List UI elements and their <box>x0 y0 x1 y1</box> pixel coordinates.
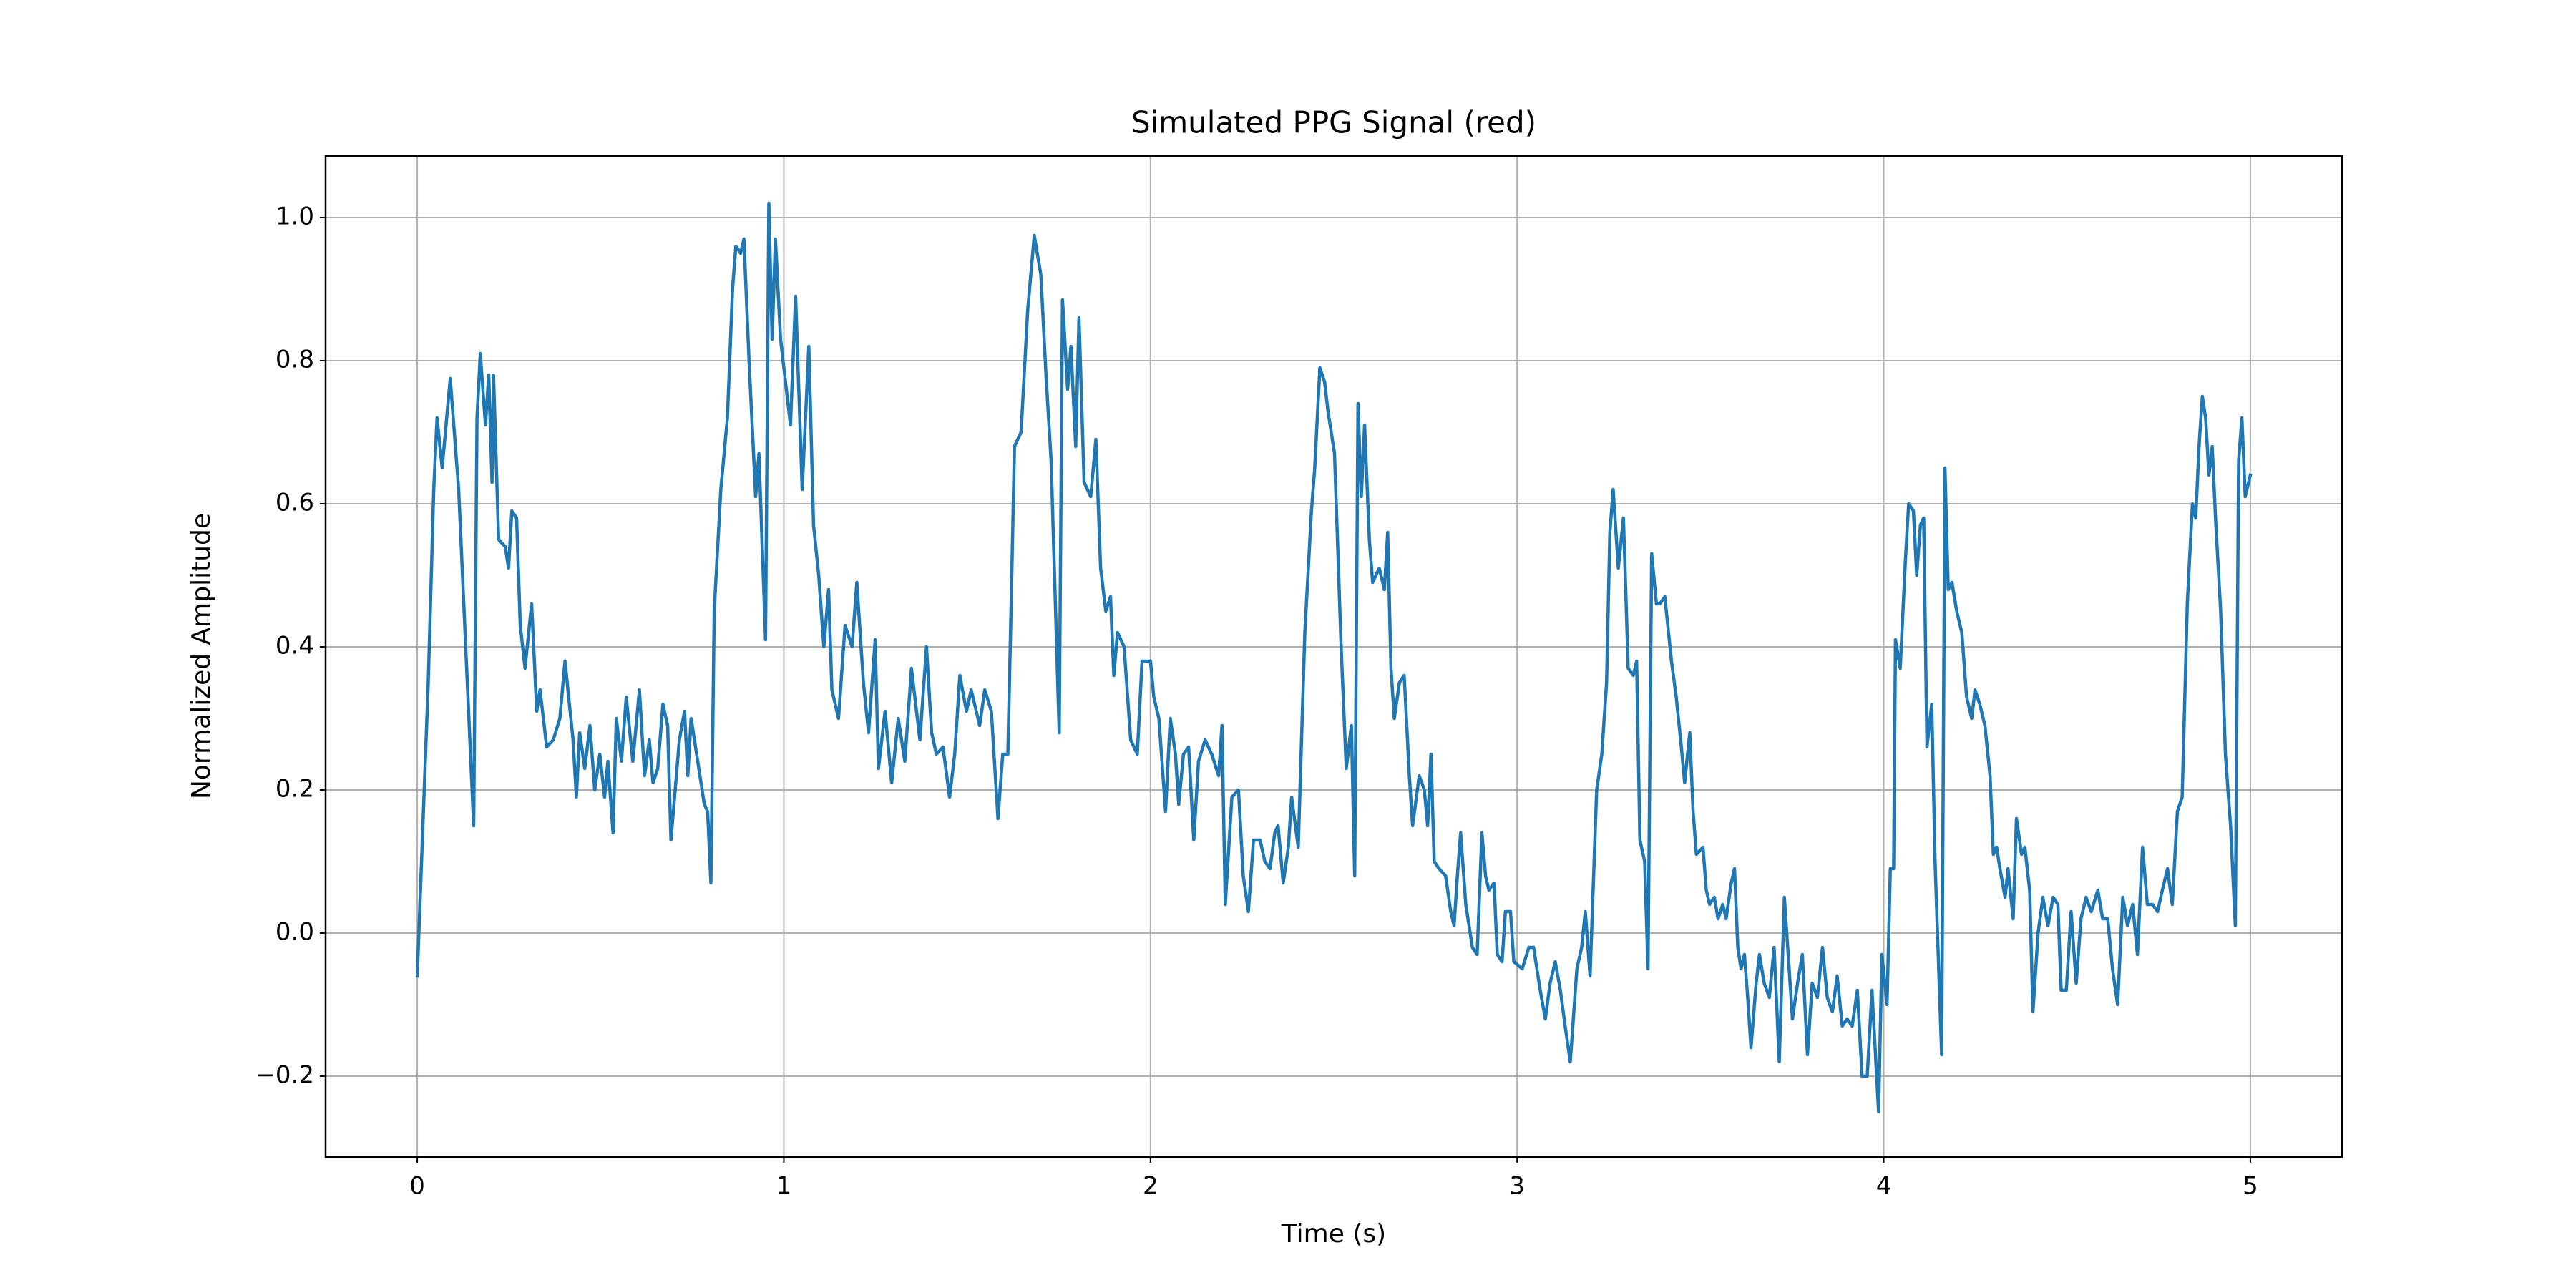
ticks: 0 1 2 3 4 5 −0.2 0.0 0.2 0.4 0.6 0.8 1.0 <box>255 203 2258 1201</box>
x-tick-label: 5 <box>2243 1172 2258 1201</box>
plot-area <box>415 201 2253 1114</box>
signal-line <box>415 201 2253 1114</box>
x-axis-label: Time (s) <box>1281 1219 1386 1249</box>
y-tick-label: 0.4 <box>275 632 314 660</box>
y-tick-label: 0.6 <box>275 489 314 517</box>
x-tick-label: 1 <box>776 1172 792 1201</box>
x-tick-label: 0 <box>409 1172 425 1201</box>
y-tick-label: 1.0 <box>275 203 314 231</box>
axes-frame <box>324 155 2343 1158</box>
y-tick-label: 0.0 <box>275 918 314 947</box>
y-tick-label: 0.2 <box>275 775 314 804</box>
grid <box>326 156 2342 1157</box>
x-tick-label: 2 <box>1143 1172 1158 1201</box>
y-tick-label: −0.2 <box>255 1061 314 1090</box>
y-axis-label: Normalized Amplitude <box>187 513 216 799</box>
x-tick-label: 3 <box>1509 1172 1525 1201</box>
y-tick-label: 0.8 <box>275 346 314 374</box>
x-tick-label: 4 <box>1876 1172 1892 1201</box>
chart-title: Simulated PPG Signal (red) <box>1131 105 1536 140</box>
